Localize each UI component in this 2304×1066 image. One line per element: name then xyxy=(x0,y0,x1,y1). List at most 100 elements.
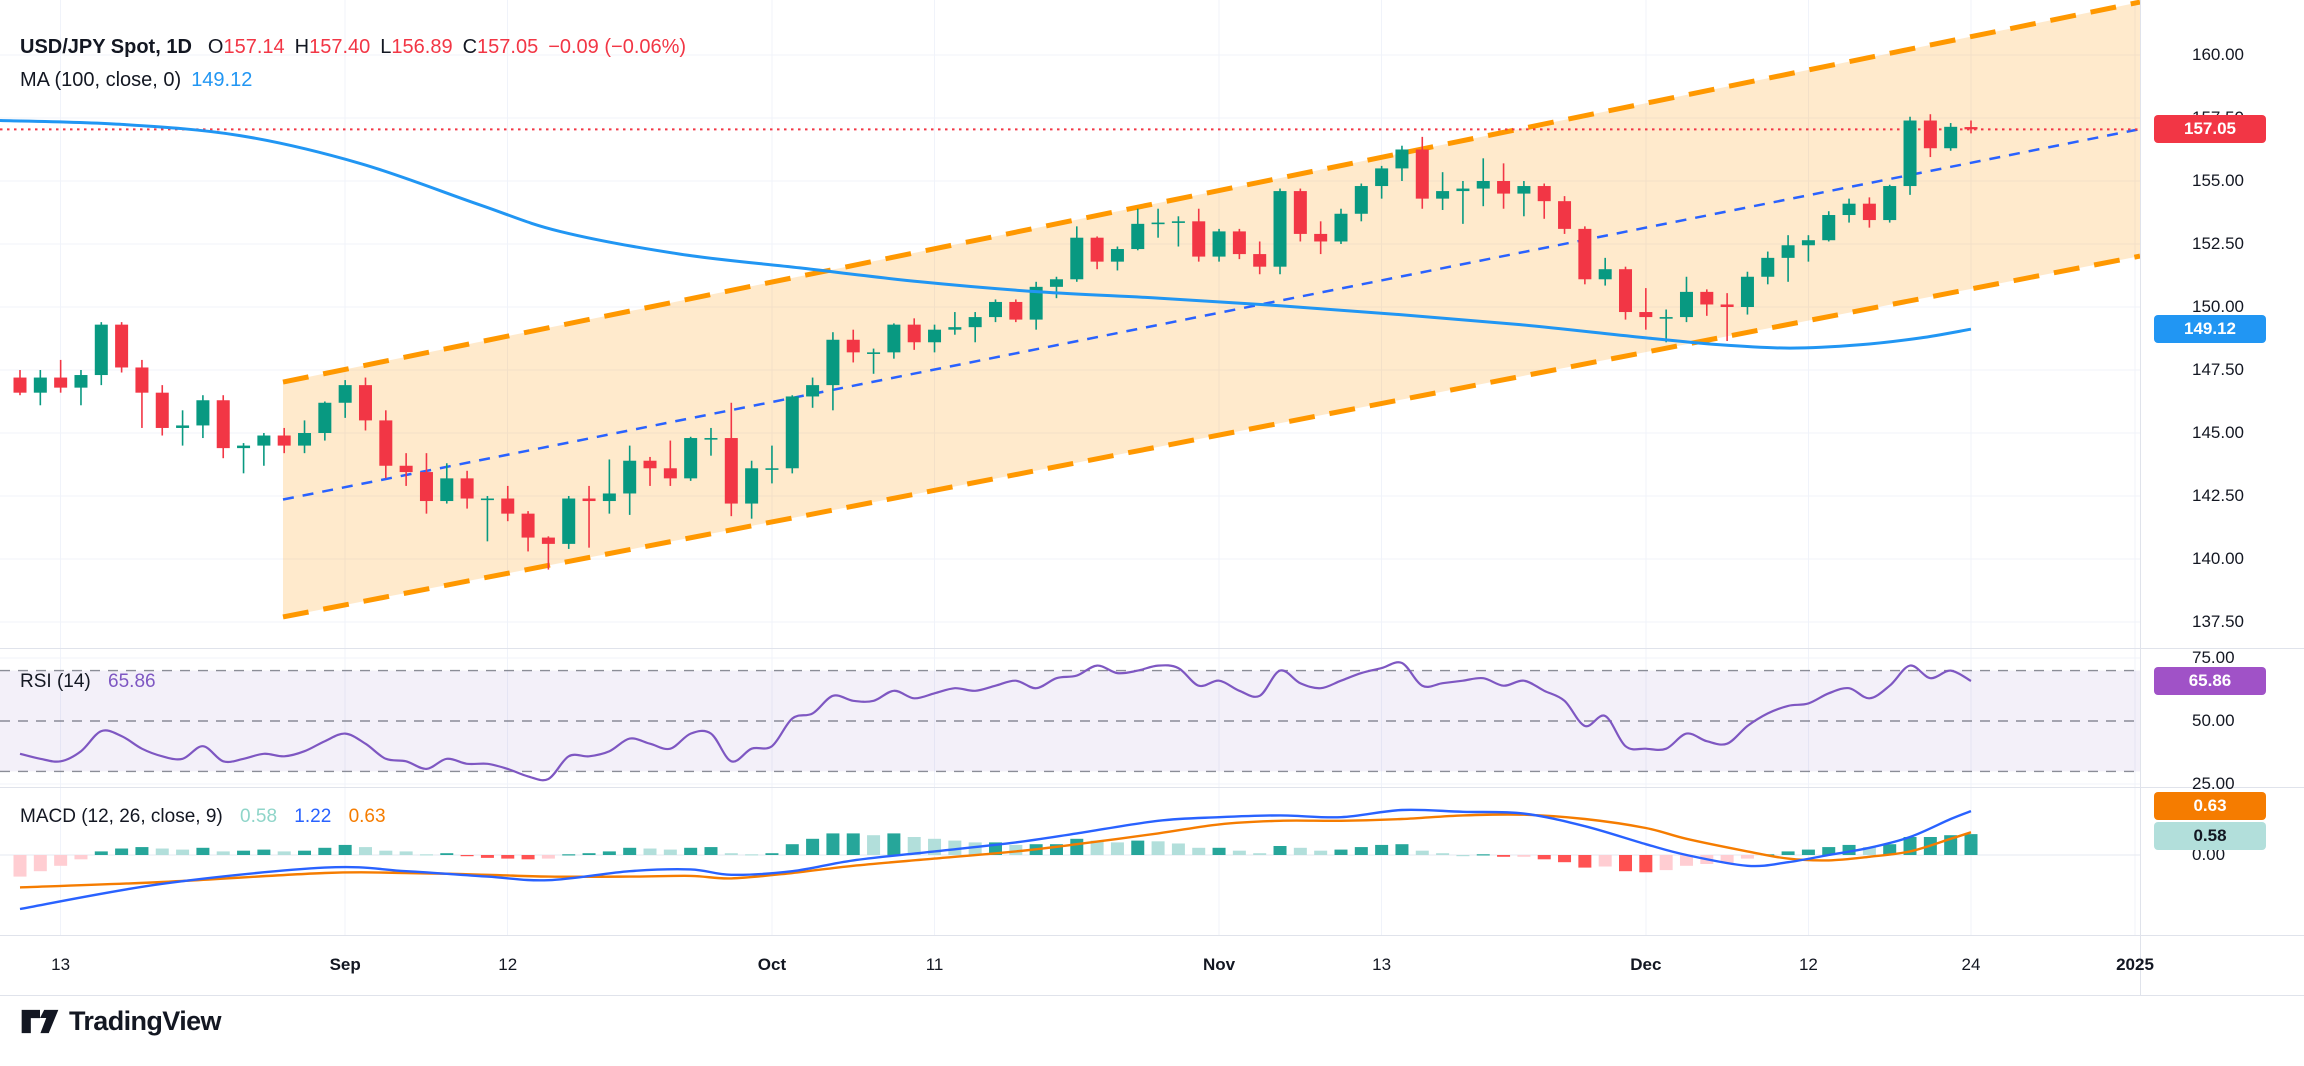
macd-hist-bar xyxy=(806,838,820,855)
macd-hist-bar xyxy=(94,851,108,855)
price-axis-label: 140.00 xyxy=(2192,549,2244,568)
candle-body xyxy=(1903,120,1917,187)
rsi-indicator-row[interactable]: RSI (14) 65.86 xyxy=(20,671,156,693)
macd-indicator-row[interactable]: MACD (12, 26, close, 9) 0.58 1.22 0.63 xyxy=(20,806,386,828)
candle-body xyxy=(1009,301,1023,320)
macd-hist-bar xyxy=(602,851,616,855)
candle-body xyxy=(155,392,169,428)
rsi-axis-label: 75.00 xyxy=(2192,648,2235,667)
macd-hist-bar xyxy=(1517,855,1531,857)
macd-hist-bar xyxy=(54,855,68,866)
candle-body xyxy=(562,498,576,544)
macd-hist-bar xyxy=(1354,847,1368,855)
time-axis-label: 2025 xyxy=(2116,955,2154,974)
candle-body xyxy=(115,324,129,368)
macd-hist-bar xyxy=(867,835,881,855)
macd-hist-bar xyxy=(1720,855,1734,863)
tradingview-logo[interactable]: TradingView xyxy=(20,1006,222,1037)
symbol-header-row[interactable]: USD/JPY Spot, 1D O157.14 H157.40 L156.89… xyxy=(20,36,686,59)
close-label: C xyxy=(462,36,478,58)
candle-body xyxy=(338,385,352,403)
time-axis-label: 11 xyxy=(925,955,944,974)
candle-body xyxy=(1923,120,1937,149)
macd-hist-bar xyxy=(1964,834,1978,855)
time-axis[interactable]: 13 Sep 12 Oct 11 Nov 13 Dec 12 24 2025 xyxy=(0,935,2304,995)
time-axis-label: Nov xyxy=(1202,955,1236,974)
candle-body xyxy=(948,327,962,330)
macd-hist-bar xyxy=(1497,855,1511,857)
candle-body xyxy=(1537,186,1551,202)
candle-body xyxy=(1476,181,1490,189)
rsi-pane[interactable] xyxy=(0,648,2140,787)
macd-hist-bar xyxy=(1314,850,1328,855)
candle-body xyxy=(33,377,47,393)
candle-body xyxy=(1598,269,1612,280)
macd-hist-bar xyxy=(623,847,637,855)
price-axis-label: 160.00 xyxy=(2192,45,2244,64)
candle-body xyxy=(1070,237,1084,280)
macd-hist-bar xyxy=(1334,849,1348,855)
macd-hist-bar xyxy=(237,850,251,855)
macd-hist-bar xyxy=(338,844,352,855)
macd-hist-bar xyxy=(826,833,840,855)
candle-body xyxy=(1253,254,1267,267)
main-price-pane[interactable] xyxy=(0,0,2140,648)
symbol-title[interactable]: USD/JPY Spot, 1D xyxy=(20,36,192,58)
macd-hist-bar xyxy=(1436,853,1450,855)
candle-body xyxy=(785,396,799,469)
candle-body xyxy=(1517,186,1531,194)
price-axis-label: 145.00 xyxy=(2192,423,2244,442)
macd-hist-bar xyxy=(1476,854,1490,856)
macd-hist-bar xyxy=(216,851,230,855)
macd-hist-bar xyxy=(480,855,494,858)
macd-hist-bar xyxy=(1619,855,1633,872)
candle-body xyxy=(135,367,149,393)
candle-body xyxy=(724,438,738,504)
macd-hist-bar xyxy=(562,854,576,856)
candle-body xyxy=(623,460,637,494)
macd-hist-bar xyxy=(1822,847,1836,855)
low-label: L xyxy=(380,36,392,58)
ma-indicator-row[interactable]: MA (100, close, 0) 149.12 xyxy=(20,69,252,92)
candle-body xyxy=(663,468,677,479)
candle-body xyxy=(1090,237,1104,262)
macd-hist-bar xyxy=(582,853,596,855)
ohlc-open: O157.14 xyxy=(208,36,285,59)
macd-hist-bar xyxy=(1659,855,1673,871)
macd-hist-bar xyxy=(684,847,698,855)
macd-hist-bar xyxy=(541,855,555,859)
candle-body xyxy=(176,425,190,428)
ma-indicator-label: MA (100, close, 0) xyxy=(20,69,182,91)
candle-body xyxy=(1558,201,1572,229)
candle-body xyxy=(480,498,494,501)
price-axis-label: 155.00 xyxy=(2192,171,2244,190)
candle-body xyxy=(1375,168,1389,187)
macd-hist-bar xyxy=(1456,855,1470,857)
macd-hist-bar xyxy=(1171,843,1185,855)
macd-hist-bar xyxy=(318,847,332,855)
candle-body xyxy=(1578,228,1592,280)
candle-body xyxy=(928,329,942,343)
time-axis-label: 24 xyxy=(1961,955,1981,974)
macd-hist-bar xyxy=(1253,853,1267,855)
candle-body xyxy=(1171,221,1185,223)
macd-hist-bar xyxy=(765,853,779,855)
candle-body xyxy=(1740,276,1754,307)
candle-body xyxy=(419,472,433,502)
open-value: 157.14 xyxy=(223,36,285,58)
candle-body xyxy=(1700,291,1714,305)
ohlc-high: H157.40 xyxy=(295,36,371,59)
candle-body xyxy=(1049,279,1063,287)
time-axis-label: 12 xyxy=(1798,955,1818,974)
candle-body xyxy=(1720,304,1734,307)
candle-body xyxy=(1456,188,1470,192)
macd-hist-bar xyxy=(1598,855,1612,867)
candle-body xyxy=(704,438,718,440)
candle-body xyxy=(1029,286,1043,320)
candle-body xyxy=(94,324,108,376)
candle-body xyxy=(1334,213,1348,242)
price-axis[interactable]: 157.05 149.12 65.86 0.63 0.58 160.00157.… xyxy=(2140,0,2304,995)
macd-hist-bar xyxy=(33,855,47,872)
candle-body xyxy=(765,468,779,470)
